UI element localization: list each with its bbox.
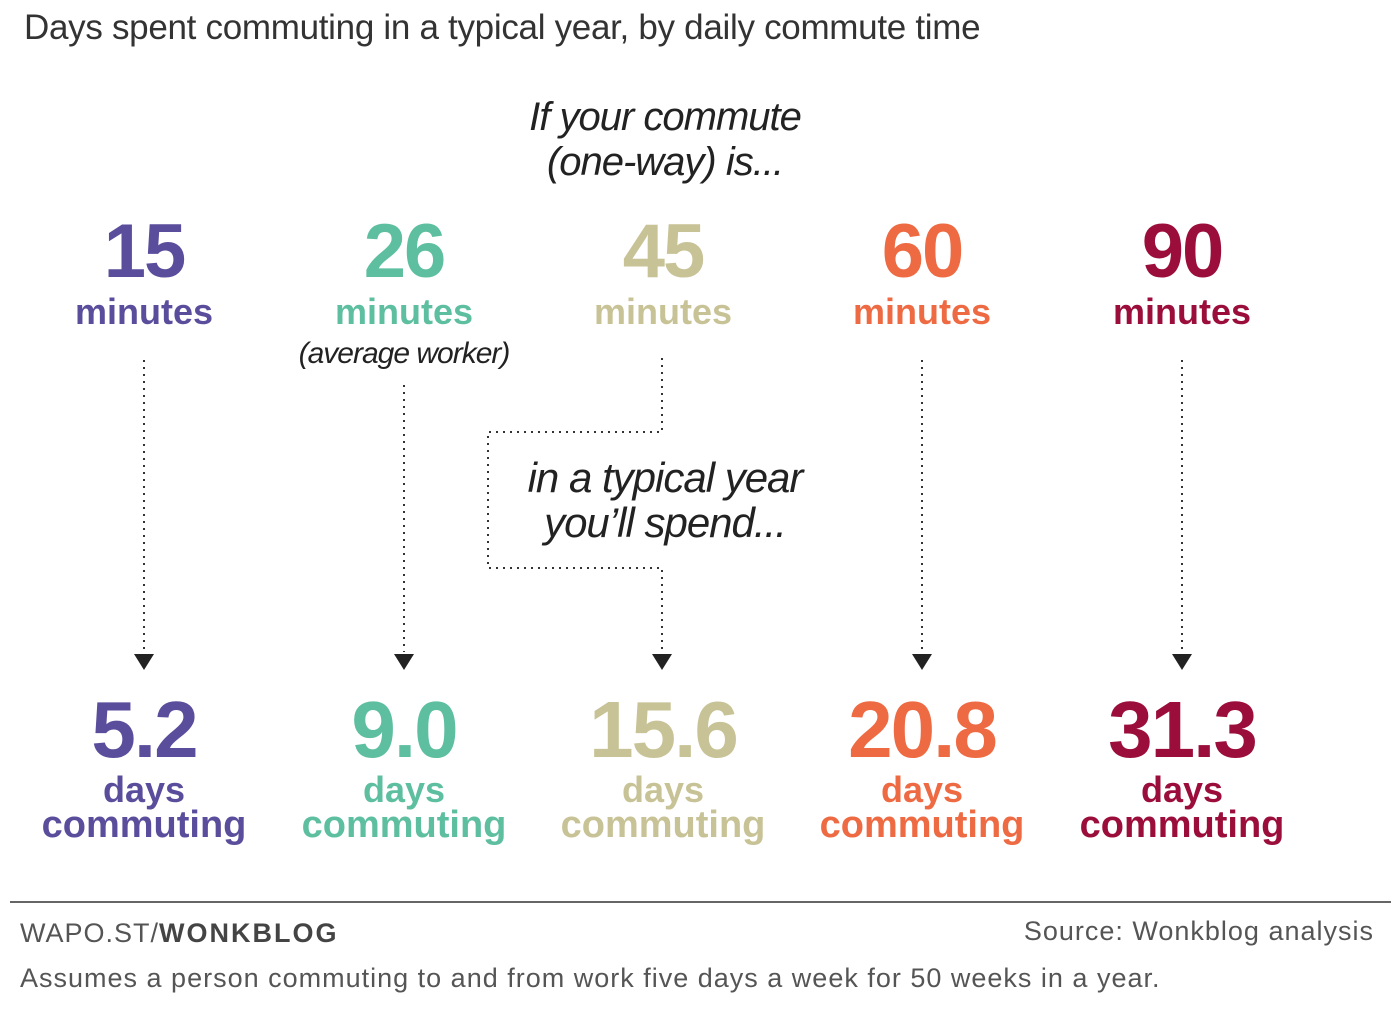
- intro-line-1: If your commute: [529, 95, 802, 139]
- source-note: Source: Wonkblog analysis: [1023, 916, 1374, 946]
- commute-minutes-unit: minutes: [334, 291, 474, 332]
- connector-45-top: [487, 358, 663, 652]
- days-commuting-value: 5.2: [91, 685, 198, 774]
- commuting-label: commuting: [560, 804, 766, 846]
- days-label: days: [880, 769, 964, 810]
- brand-name: WONKBLOG: [159, 918, 339, 948]
- days-label: days: [362, 769, 446, 810]
- days-commuting-value: 9.0: [351, 685, 458, 774]
- commute-minutes-value: 15: [103, 209, 187, 294]
- assumption-note: Assumes a person commuting to and from w…: [20, 963, 1161, 993]
- middle-text: in a typical year you’ll spend...: [490, 455, 840, 545]
- arrow-head-icon: [912, 654, 932, 670]
- commute-minutes-value: 90: [1141, 209, 1225, 294]
- commute-minutes-unit: minutes: [1112, 291, 1252, 332]
- days-label: days: [102, 769, 186, 810]
- intro-text: If your commute (one-way) is...: [465, 95, 865, 185]
- middle-line-1: in a typical year: [527, 454, 804, 501]
- commuting-label: commuting: [41, 804, 247, 846]
- middle-line-2: you’ll spend...: [544, 499, 787, 546]
- days-commuting-value: 15.6: [589, 685, 739, 774]
- arrow-head-icon: [134, 654, 154, 670]
- commuting-label: commuting: [819, 804, 1025, 846]
- days-label: days: [1140, 769, 1224, 810]
- brand-prefix: WAPO.ST/: [20, 918, 160, 948]
- commute-note: (average worker): [298, 337, 511, 370]
- arrow-head-icon: [652, 654, 672, 670]
- brand-credit: WAPO.ST/WONKBLOG: [20, 918, 339, 949]
- commute-minutes-unit: minutes: [852, 291, 992, 332]
- commute-minutes-value: 45: [622, 209, 706, 294]
- arrow-head-icon: [394, 654, 414, 670]
- footer-divider: [10, 901, 1391, 903]
- days-label: days: [621, 769, 705, 810]
- commuting-label: commuting: [301, 804, 507, 846]
- chart-title: Days spent commuting in a typical year, …: [24, 8, 981, 47]
- days-commuting-value: 20.8: [848, 685, 998, 774]
- commute-minutes-value: 60: [881, 209, 965, 294]
- commute-minutes-value: 26: [363, 209, 447, 294]
- commute-minutes-unit: minutes: [74, 291, 214, 332]
- commuting-label: commuting: [1079, 804, 1285, 846]
- arrow-head-icon: [1172, 654, 1192, 670]
- intro-line-2: (one-way) is...: [546, 140, 784, 184]
- days-commuting-value: 31.3: [1108, 685, 1258, 774]
- commute-minutes-unit: minutes: [593, 291, 733, 332]
